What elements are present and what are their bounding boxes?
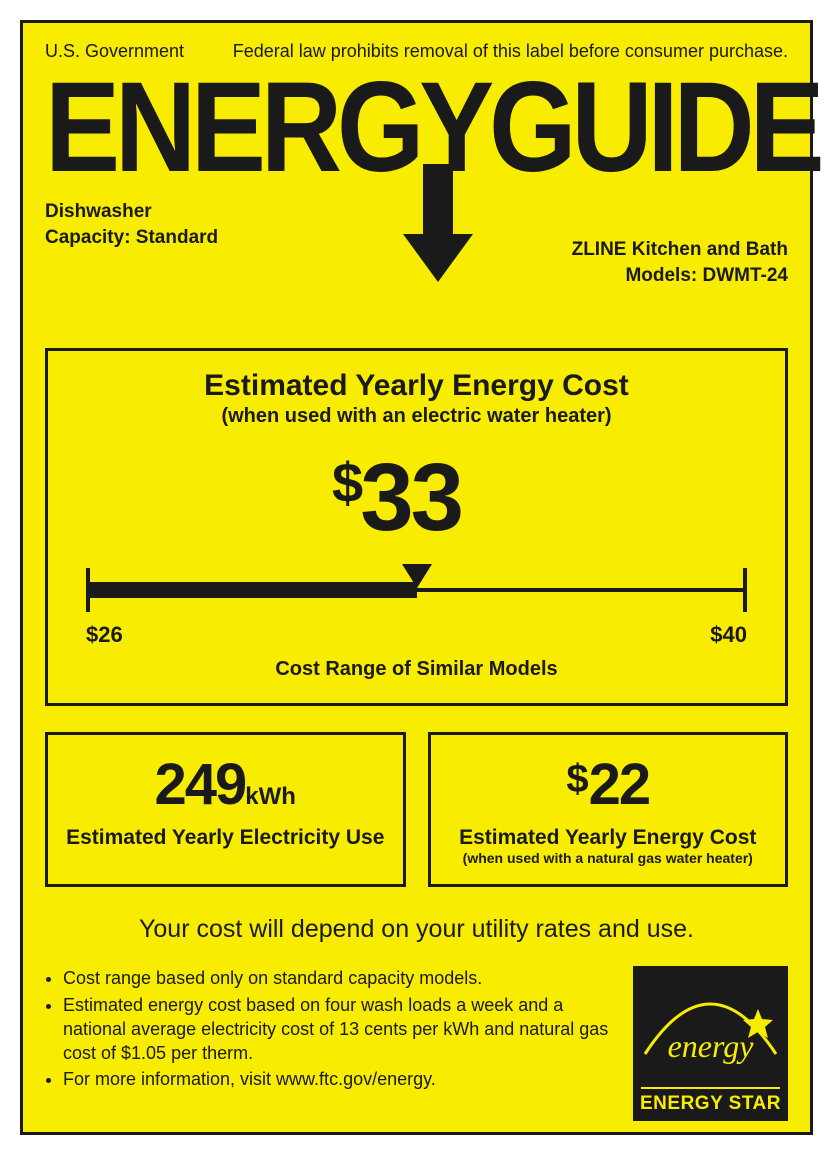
scale-min: $26 bbox=[86, 622, 123, 648]
two-boxes: 249kWh Estimated Yearly Electricity Use … bbox=[45, 732, 788, 887]
cost-scale: $26 $40 Cost Range of Similar Models bbox=[86, 568, 747, 681]
kwh-value-row: 249kWh bbox=[56, 751, 395, 818]
product-type: Dishwasher bbox=[45, 199, 218, 225]
energy-star-label: ENERGY STAR bbox=[633, 1093, 788, 1115]
yearly-cost-value: $33 bbox=[48, 450, 745, 546]
capacity: Capacity: Standard bbox=[45, 225, 218, 251]
scale-caption: Cost Range of Similar Models bbox=[86, 658, 747, 681]
scale-tick-left bbox=[86, 568, 90, 612]
footnote-item: Estimated energy cost based on four wash… bbox=[63, 993, 615, 1066]
kwh-unit: kWh bbox=[245, 783, 296, 810]
scale-tick-right bbox=[743, 568, 747, 612]
currency-symbol: $ bbox=[332, 451, 360, 514]
gas-value: 22 bbox=[589, 752, 650, 817]
kwh-label: Estimated Yearly Electricity Use bbox=[56, 826, 395, 850]
cost-title: Estimated Yearly Energy Cost bbox=[68, 369, 765, 403]
models: Models: DWMT-24 bbox=[572, 263, 788, 289]
kwh-value: 249 bbox=[155, 752, 246, 817]
meta-left: Dishwasher Capacity: Standard bbox=[45, 199, 218, 288]
cost-subtitle: (when used with an electric water heater… bbox=[68, 405, 765, 428]
kwh-box: 249kWh Estimated Yearly Electricity Use bbox=[45, 732, 406, 887]
scale-max: $40 bbox=[710, 622, 747, 648]
gas-sub: (when used with a natural gas water heat… bbox=[439, 850, 778, 866]
gas-value-row: $22 bbox=[439, 751, 778, 818]
down-arrow-icon bbox=[403, 164, 473, 284]
energy-star-divider bbox=[641, 1087, 780, 1089]
gas-currency: $ bbox=[566, 757, 588, 801]
scale-fill bbox=[86, 582, 417, 598]
meta-right: ZLINE Kitchen and Bath Models: DWMT-24 bbox=[572, 237, 788, 288]
cost-box: Estimated Yearly Energy Cost (when used … bbox=[45, 348, 788, 706]
energy-star-script: energy bbox=[633, 1028, 788, 1065]
gas-cost-box: $22 Estimated Yearly Energy Cost (when u… bbox=[428, 732, 789, 887]
cost-number: 33 bbox=[360, 444, 461, 551]
logo-row: ENERGYGUIDE bbox=[45, 64, 788, 199]
footnote-item: Cost range based only on standard capaci… bbox=[63, 966, 615, 990]
gas-label: Estimated Yearly Energy Cost bbox=[439, 826, 778, 850]
energyguide-logo: ENERGYGUIDE bbox=[45, 64, 699, 192]
footnote-item: For more information, visit www.ftc.gov/… bbox=[63, 1067, 615, 1091]
footer-row: Cost range based only on standard capaci… bbox=[45, 966, 788, 1121]
footnote-list: Cost range based only on standard capaci… bbox=[45, 966, 615, 1093]
energy-star-badge: energy ENERGY STAR bbox=[633, 966, 788, 1121]
brand: ZLINE Kitchen and Bath bbox=[572, 237, 788, 263]
depend-text: Your cost will depend on your utility ra… bbox=[45, 915, 788, 944]
scale-bar bbox=[86, 568, 747, 618]
energy-guide-label: U.S. Government Federal law prohibits re… bbox=[20, 20, 813, 1135]
scale-labels: $26 $40 bbox=[86, 622, 747, 648]
